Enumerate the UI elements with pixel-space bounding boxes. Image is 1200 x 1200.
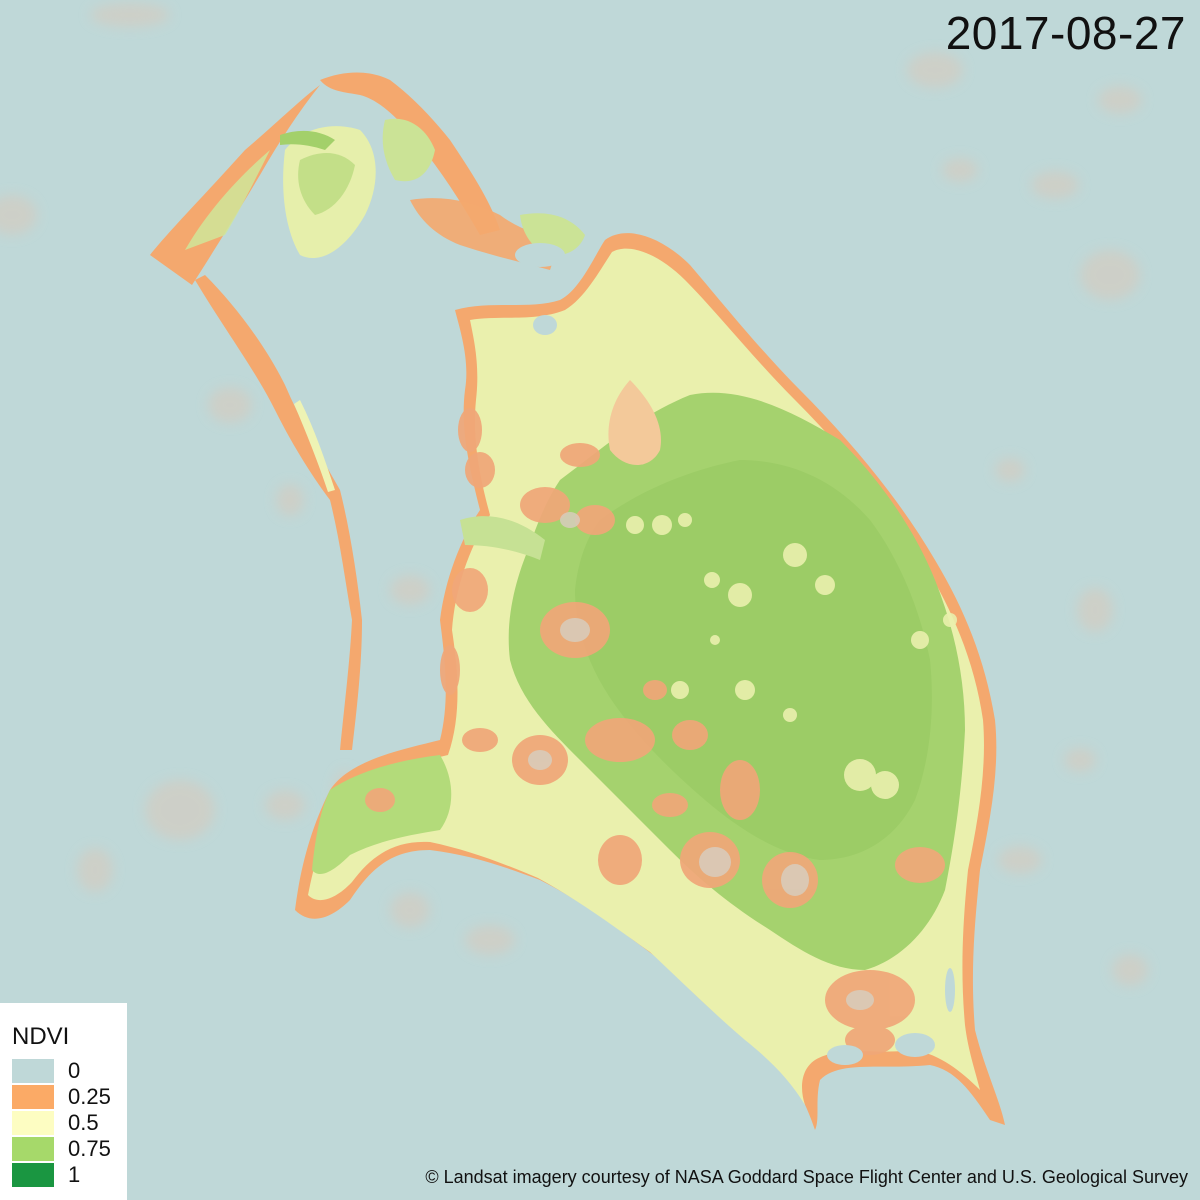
- legend-label: 0.25: [68, 1084, 111, 1109]
- legend-label: 0.5: [68, 1110, 99, 1135]
- legend-swatch: [12, 1111, 54, 1135]
- legend-swatch: [12, 1059, 54, 1083]
- legend-item: 0.25: [12, 1084, 111, 1110]
- legend-title: NDVI: [12, 1023, 70, 1050]
- legend-swatch: [12, 1085, 54, 1109]
- ndvi-legend: NDVI 0 0.25 0.5 0.75 1: [0, 1003, 127, 1200]
- legend-label: 1: [68, 1162, 81, 1187]
- legend-label: 0: [68, 1058, 81, 1083]
- legend-item: 0.5: [12, 1110, 99, 1136]
- inlets: [515, 243, 955, 1065]
- legend-swatch: [12, 1137, 54, 1161]
- pale-spots: [528, 512, 874, 1010]
- legend-label: 0.75: [68, 1136, 111, 1161]
- bare-patches: [365, 408, 945, 1055]
- legend-item: 0.75: [12, 1136, 111, 1162]
- legend-item: 1: [12, 1162, 80, 1188]
- light-spots: [626, 513, 957, 799]
- date-label: 2017-08-27: [945, 7, 1186, 59]
- legend-item: 0: [12, 1058, 80, 1084]
- legend-swatch: [12, 1163, 54, 1187]
- northwest-islands: [150, 72, 585, 750]
- imagery-credit: © Landsat imagery courtesy of NASA Godda…: [425, 1167, 1188, 1187]
